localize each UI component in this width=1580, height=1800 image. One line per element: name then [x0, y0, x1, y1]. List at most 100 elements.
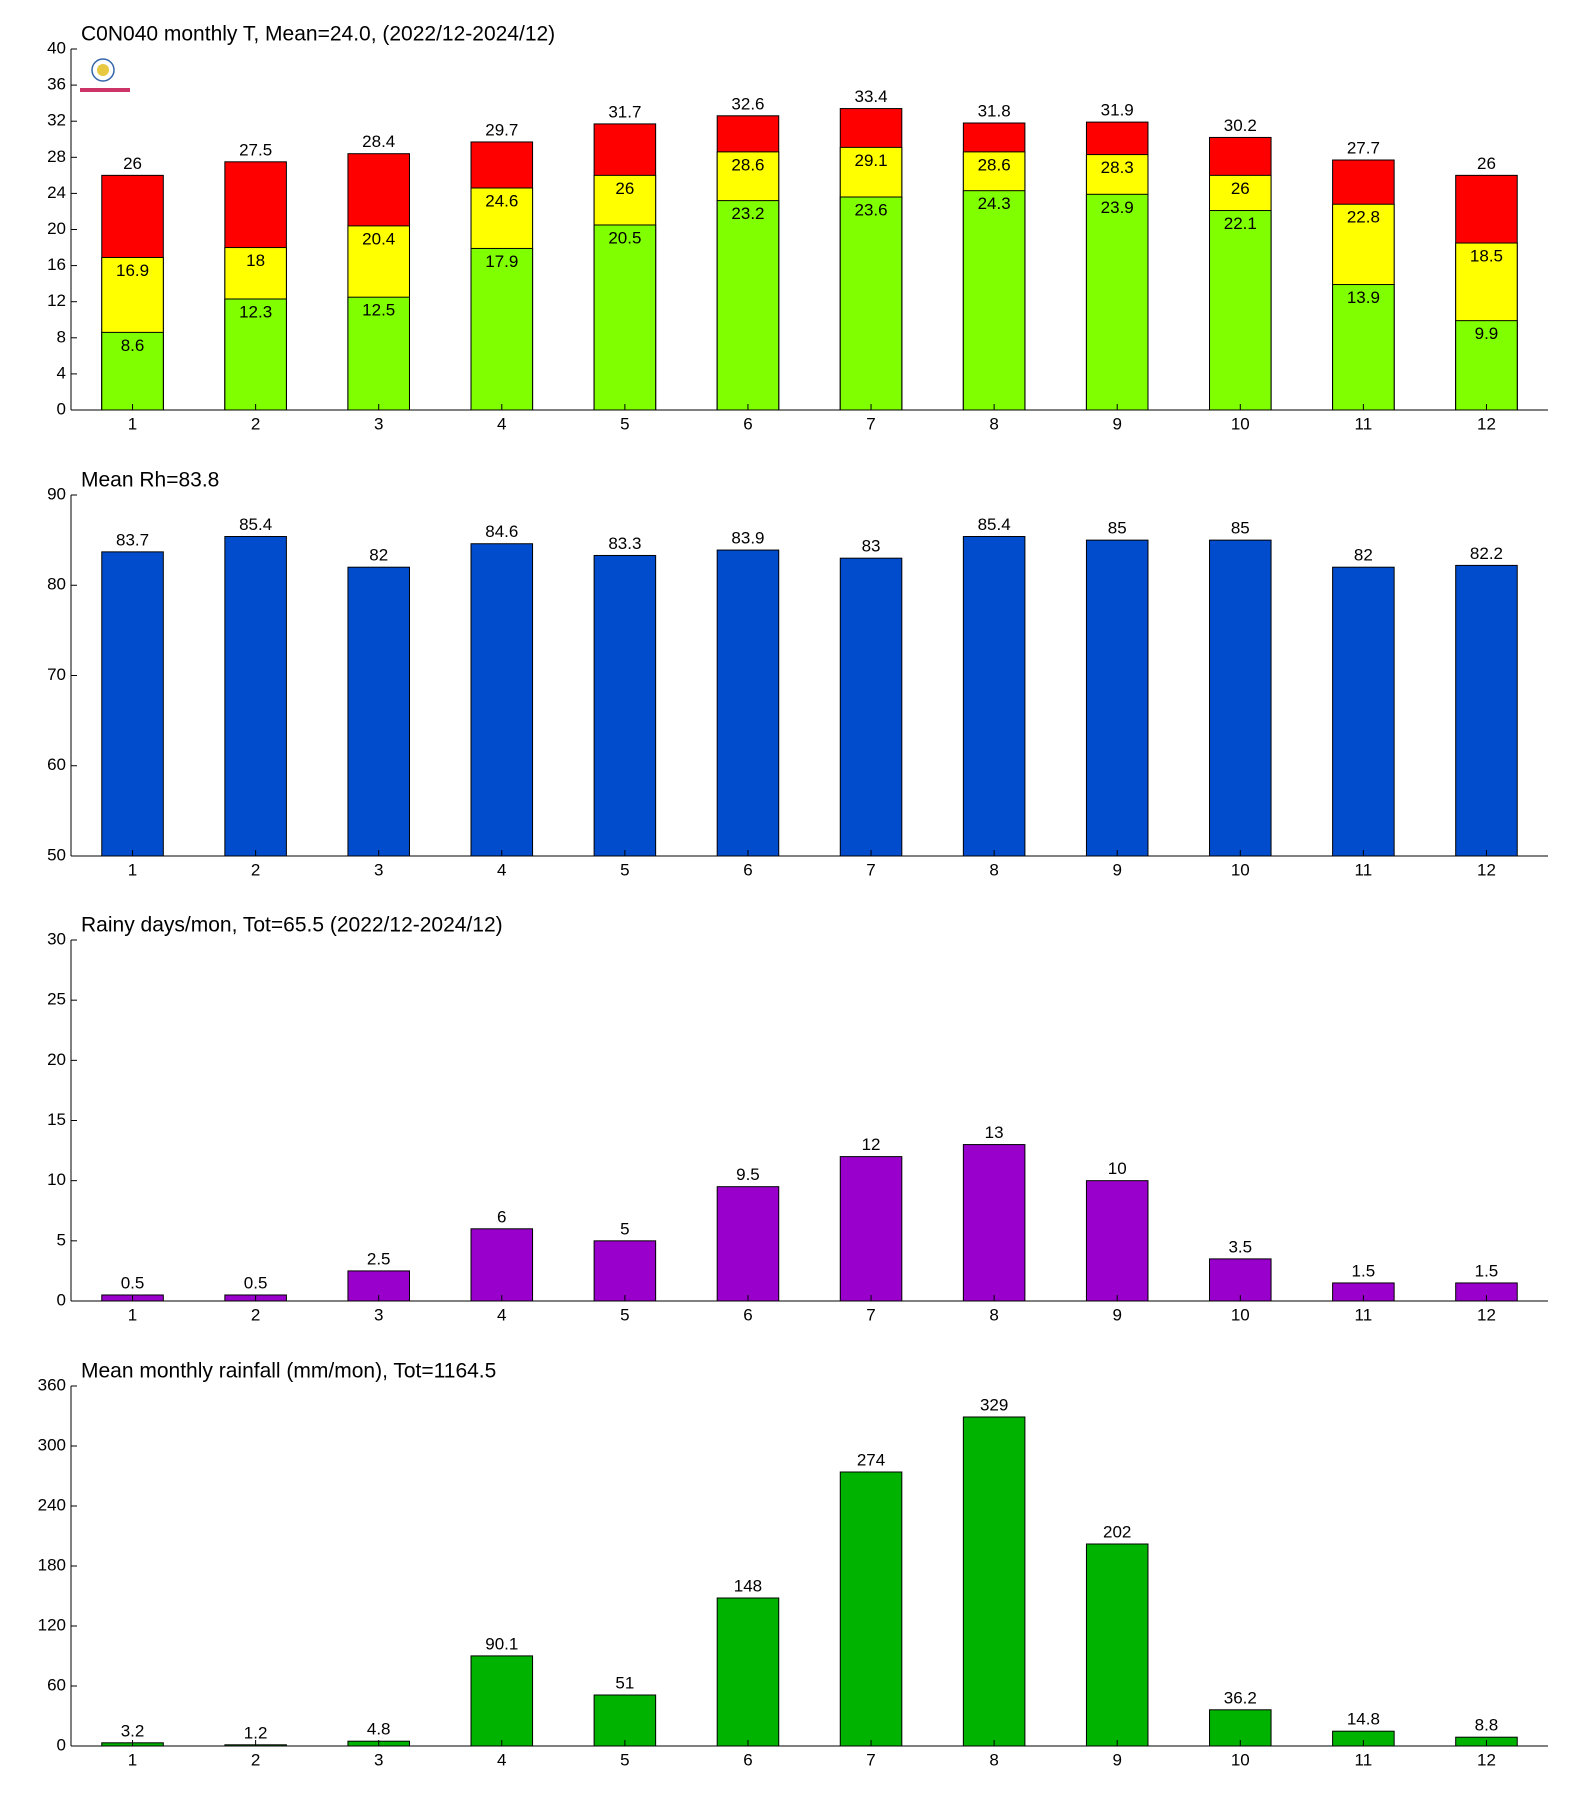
x-tick-label: 2	[251, 860, 260, 879]
value-label: 1.5	[1352, 1261, 1376, 1280]
x-tick-label: 9	[1112, 1305, 1121, 1324]
bar	[593, 1694, 657, 1747]
bar	[1209, 210, 1272, 411]
value-label: 33.4	[854, 87, 887, 106]
value-label: 26	[615, 179, 634, 198]
bar	[593, 224, 657, 411]
y-tick-label: 5	[57, 1230, 66, 1249]
x-tick-label: 7	[866, 1750, 875, 1769]
logo	[80, 58, 130, 92]
value-label: 26	[1231, 179, 1250, 198]
value-label: 24.3	[978, 194, 1011, 213]
value-label: 85	[1108, 519, 1127, 538]
x-tick-label: 4	[497, 414, 506, 433]
value-label: 0.5	[244, 1273, 268, 1292]
y-tick-label: 240	[38, 1495, 66, 1514]
y-tick-label: 12	[47, 291, 66, 310]
x-tick-label: 12	[1477, 1750, 1496, 1769]
x-tick-label: 7	[866, 860, 875, 879]
value-label: 12	[862, 1135, 881, 1154]
value-label: 8.8	[1475, 1716, 1499, 1735]
x-tick-label: 6	[743, 1750, 752, 1769]
bar	[839, 1156, 903, 1302]
x-tick-label: 11	[1355, 414, 1373, 433]
value-label: 28.6	[731, 155, 764, 174]
value-label: 5	[620, 1219, 629, 1238]
bar	[716, 549, 780, 857]
bar	[593, 1240, 657, 1302]
bar	[716, 200, 780, 411]
y-tick-label: 25	[47, 990, 66, 1009]
y-tick-label: 30	[47, 929, 66, 948]
value-label: 22.1	[1224, 214, 1257, 233]
bar	[224, 298, 287, 411]
bar	[101, 551, 164, 857]
value-label: 14.8	[1347, 1710, 1380, 1729]
y-tick-label: 8	[57, 327, 66, 346]
x-tick-label: 11	[1355, 860, 1373, 879]
y-tick-label: 80	[47, 575, 66, 594]
bar	[1085, 1180, 1149, 1302]
y-tick-label: 180	[38, 1555, 66, 1574]
value-label: 31.7	[608, 102, 641, 121]
value-label: 20.5	[608, 228, 641, 247]
value-label: 28.6	[978, 155, 1011, 174]
bar	[1085, 1543, 1149, 1747]
bar	[470, 543, 534, 857]
value-label: 85.4	[978, 515, 1011, 534]
y-tick-label: 16	[47, 255, 66, 274]
value-label: 51	[615, 1673, 634, 1692]
y-tick-label: 20	[47, 219, 66, 238]
value-label: 8.6	[121, 336, 145, 355]
bar	[347, 566, 410, 857]
value-label: 32.6	[731, 94, 764, 113]
value-label: 24.6	[485, 191, 518, 210]
x-tick-label: 11	[1355, 1750, 1373, 1769]
value-label: 148	[734, 1576, 762, 1595]
bar	[962, 1416, 1026, 1747]
value-label: 20.4	[362, 229, 395, 248]
x-tick-label: 2	[251, 1305, 260, 1324]
y-tick-label: 28	[47, 147, 66, 166]
value-label: 83	[862, 537, 881, 556]
x-tick-label: 6	[743, 414, 752, 433]
bar	[470, 247, 534, 411]
bar	[470, 1655, 534, 1747]
x-tick-label: 7	[866, 414, 875, 433]
bar	[1332, 566, 1395, 857]
x-tick-label: 8	[989, 1750, 998, 1769]
chart-title: C0N040 monthly T, Mean=24.0, (2022/12-20…	[81, 23, 555, 46]
bar	[1332, 284, 1395, 411]
value-label: 83.7	[116, 530, 149, 549]
y-tick-label: 4	[57, 363, 66, 382]
bar	[716, 1186, 780, 1302]
value-label: 82.2	[1470, 544, 1503, 563]
value-label: 6	[497, 1207, 506, 1226]
value-label: 28.4	[362, 132, 395, 151]
y-tick-label: 300	[38, 1435, 66, 1454]
value-label: 1.2	[244, 1723, 268, 1742]
bar	[962, 1144, 1026, 1302]
x-tick-label: 1	[128, 1750, 137, 1769]
y-tick-label: 360	[38, 1375, 66, 1394]
value-label: 12.5	[362, 301, 395, 320]
x-tick-label: 8	[989, 1305, 998, 1324]
x-tick-label: 1	[128, 860, 137, 879]
value-label: 9.9	[1475, 324, 1499, 343]
bar	[1085, 539, 1149, 857]
x-tick-label: 10	[1231, 1750, 1250, 1769]
x-tick-label: 10	[1231, 414, 1250, 433]
x-tick-label: 9	[1112, 414, 1121, 433]
value-label: 13.9	[1347, 288, 1380, 307]
y-tick-label: 60	[47, 755, 66, 774]
y-tick-label: 36	[47, 75, 66, 94]
x-tick-label: 5	[620, 1305, 629, 1324]
value-label: 85	[1231, 519, 1250, 538]
value-label: 0.5	[121, 1273, 145, 1292]
x-tick-label: 2	[251, 414, 260, 433]
x-tick-label: 5	[620, 414, 629, 433]
x-tick-label: 4	[497, 1750, 506, 1769]
bar	[962, 190, 1026, 411]
value-label: 274	[857, 1450, 885, 1469]
